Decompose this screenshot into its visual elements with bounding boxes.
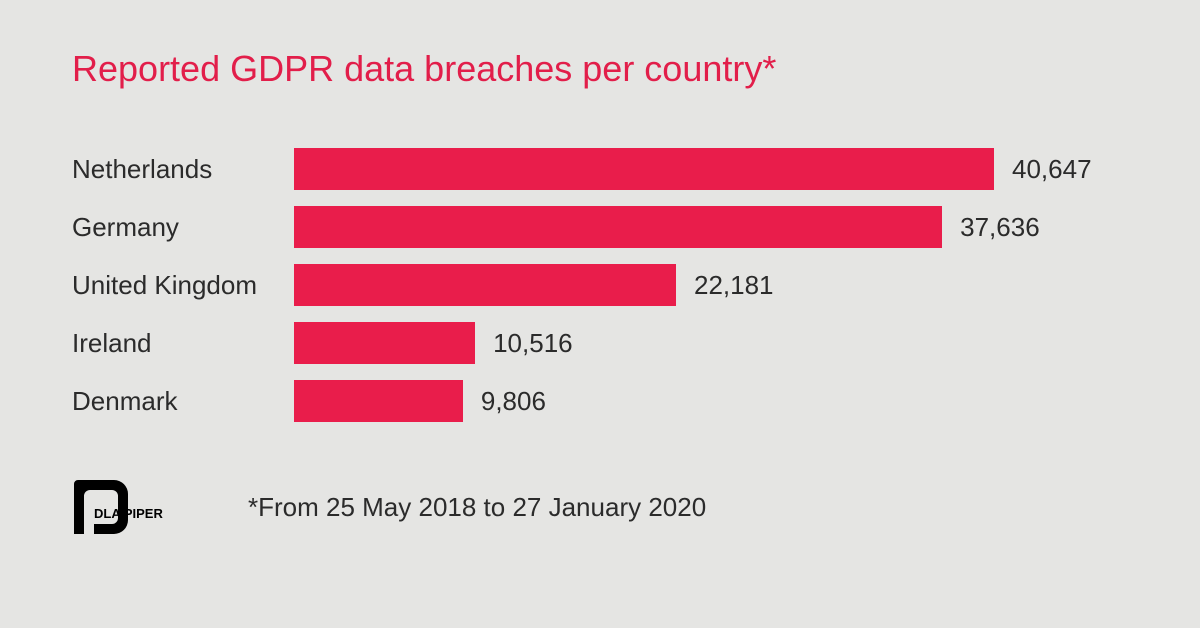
chart-title: Reported GDPR data breaches per country* bbox=[72, 48, 1128, 90]
value-label: 10,516 bbox=[493, 328, 573, 359]
chart-footer: DLA PIPER *From 25 May 2018 to 27 Januar… bbox=[72, 478, 1128, 536]
logo-mark-icon: DLA PIPER bbox=[72, 478, 212, 536]
category-label: United Kingdom bbox=[72, 270, 294, 301]
bar bbox=[294, 322, 475, 364]
category-label: Germany bbox=[72, 212, 294, 243]
bar-area: 40,647 bbox=[294, 148, 1128, 190]
chart-container: Reported GDPR data breaches per country*… bbox=[0, 0, 1200, 536]
bar bbox=[294, 380, 463, 422]
bar bbox=[294, 148, 994, 190]
bar-chart: Netherlands 40,647 Germany 37,636 United… bbox=[72, 140, 1128, 430]
logo-text: DLA PIPER bbox=[94, 506, 163, 521]
category-label: Ireland bbox=[72, 328, 294, 359]
bar bbox=[294, 206, 942, 248]
footnote-text: *From 25 May 2018 to 27 January 2020 bbox=[248, 492, 706, 523]
bar bbox=[294, 264, 676, 306]
value-label: 37,636 bbox=[960, 212, 1040, 243]
category-label: Denmark bbox=[72, 386, 294, 417]
brand-logo: DLA PIPER bbox=[72, 478, 212, 536]
bar-row: Ireland 10,516 bbox=[72, 314, 1128, 372]
value-label: 9,806 bbox=[481, 386, 546, 417]
bar-row: Netherlands 40,647 bbox=[72, 140, 1128, 198]
value-label: 40,647 bbox=[1012, 154, 1092, 185]
bar-row: United Kingdom 22,181 bbox=[72, 256, 1128, 314]
bar-area: 10,516 bbox=[294, 322, 1128, 364]
bar-row: Denmark 9,806 bbox=[72, 372, 1128, 430]
bar-row: Germany 37,636 bbox=[72, 198, 1128, 256]
bar-area: 9,806 bbox=[294, 380, 1128, 422]
value-label: 22,181 bbox=[694, 270, 774, 301]
bar-area: 37,636 bbox=[294, 206, 1128, 248]
bar-area: 22,181 bbox=[294, 264, 1128, 306]
category-label: Netherlands bbox=[72, 154, 294, 185]
